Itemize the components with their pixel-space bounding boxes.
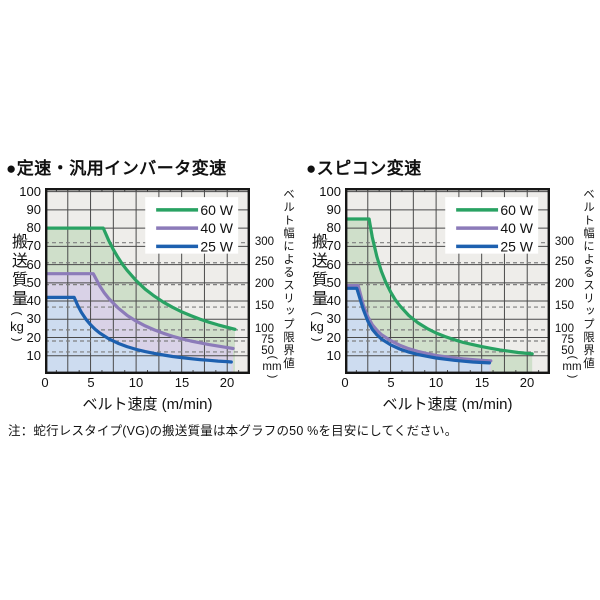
y-tick-label: 80 [26, 220, 41, 235]
y-tick-label: 60 [326, 257, 341, 272]
x-tick-label: 20 [519, 375, 535, 390]
x-tick-label: 0 [341, 375, 349, 390]
y-tick-label: 30 [326, 311, 341, 326]
x-tick-label: 0 [41, 375, 49, 390]
right-axis-tick-label: 300 [554, 236, 574, 248]
series-curve-25w [45, 295, 233, 364]
y-tick-label: 80 [326, 220, 341, 235]
y-axis-title: 搬送質量 ( kg ) [306, 233, 328, 344]
right-axis-tick-label: 300 [254, 236, 274, 248]
x-tick-label: 10 [128, 375, 144, 390]
x-tick-label: 20 [219, 375, 235, 390]
right-axis-tick-label: 250 [254, 256, 274, 268]
right-axis-tick-label: 200 [254, 278, 274, 290]
paren-close: ) [566, 374, 579, 379]
right-axis-title-text: ベルト幅によるスリップ限界値 [282, 188, 294, 370]
area-fill-25w [45, 297, 232, 374]
series-curve-25w [345, 286, 491, 365]
right-axis-tick-label: 200 [554, 278, 574, 290]
x-axis-title: ベルト速度 (m/min) [82, 396, 213, 413]
right-axis-title: ベルト幅によるスリップ限界値 [581, 188, 595, 378]
area-fill-60w [345, 219, 533, 374]
chart-svg: 60 W 40 W 25 W [45, 188, 250, 374]
footnote: 注：蛇行レスタイプ(VG)の搬送質量は本グラフの50 %を目安にしてください。 [8, 424, 458, 438]
legend-label-25w: 25 W [500, 238, 533, 254]
y-tick-label: 50 [326, 275, 341, 290]
y-tick-label: 10 [326, 348, 341, 363]
y-tick-label: 30 [26, 311, 41, 326]
x-tick-label: 5 [87, 375, 95, 390]
series-curve-60w [345, 217, 534, 356]
y-axis-unit: kg [310, 319, 324, 334]
y-tick-label: 70 [26, 238, 41, 253]
right-axis-unit-text: mm [262, 361, 282, 373]
chart-title: ●スピコン変速 [306, 159, 422, 178]
y-tick-label: 20 [26, 330, 41, 345]
right-axis-tick-label: 150 [554, 300, 574, 312]
right-axis-tick-label: 100 [554, 323, 574, 335]
right-axis-title-text: ベルト幅によるスリップ限界値 [582, 188, 594, 370]
x-axis-title: ベルト速度 (m/min) [382, 396, 513, 413]
legend-label-60w: 60 W [500, 202, 533, 218]
area-fill-25w [345, 288, 490, 374]
y-tick-label: 70 [326, 238, 341, 253]
plot-area: 60 W 40 W 25 W [345, 188, 550, 374]
right-axis-unit: ( mm ) [258, 354, 286, 380]
chart-block-spicon: ●スピコン変速 搬送質量 ( kg ) 60 W 40 W 25 W ベルト速度 (… [300, 148, 600, 448]
y-tick-label: 10 [26, 348, 41, 363]
y-tick-label: 100 [319, 184, 341, 199]
right-axis-unit-text: mm [562, 361, 582, 373]
legend-label-40w: 40 W [500, 220, 533, 236]
paren-close: ) [266, 374, 279, 379]
legend-label-25w: 25 W [200, 238, 233, 254]
right-axis-tick-label: 75 [261, 334, 274, 346]
y-axis-title-text: 搬送質量 [309, 233, 326, 309]
y-tick-label: 60 [26, 257, 41, 272]
legend-label-60w: 60 W [200, 202, 233, 218]
right-axis-title: ベルト幅によるスリップ限界値 [281, 188, 295, 378]
x-tick-label: 10 [428, 375, 444, 390]
legend-box [145, 197, 239, 254]
series-curve-40w [345, 284, 493, 363]
right-axis-tick-label: 75 [561, 334, 574, 346]
chart-block-inverter: ●定速・汎用インバータ変速 搬送質量 ( kg ) 60 W 40 W 25 W ベ… [0, 148, 300, 448]
y-tick-label: 90 [326, 202, 341, 217]
legend-box [445, 197, 539, 254]
right-axis-tick-label: 100 [254, 323, 274, 335]
chart-svg: 60 W 40 W 25 W [345, 188, 550, 374]
right-axis-tick-label: 50 [561, 345, 574, 357]
y-tick-label: 20 [326, 330, 341, 345]
y-tick-label: 100 [19, 184, 41, 199]
right-axis-tick-label: 50 [261, 345, 274, 357]
y-tick-label: 40 [326, 293, 341, 308]
plot-area: 60 W 40 W 25 W [45, 188, 250, 374]
x-tick-label: 15 [174, 375, 190, 390]
x-tick-label: 15 [474, 375, 490, 390]
x-tick-label: 5 [387, 375, 395, 390]
right-axis-unit: ( mm ) [558, 354, 586, 380]
y-tick-label: 90 [26, 202, 41, 217]
legend-label-40w: 40 W [200, 220, 233, 236]
right-axis-tick-label: 250 [554, 256, 574, 268]
y-axis-unit: kg [10, 319, 24, 334]
right-axis-tick-label: 150 [254, 300, 274, 312]
series-curve-40w [45, 272, 235, 351]
chart-title: ●定速・汎用インバータ変速 [6, 159, 227, 178]
y-axis-title: 搬送質量 ( kg ) [6, 233, 28, 344]
y-axis-title-text: 搬送質量 [9, 233, 26, 309]
y-tick-label: 50 [26, 275, 41, 290]
y-tick-label: 40 [26, 293, 41, 308]
series-curve-60w [45, 226, 237, 331]
